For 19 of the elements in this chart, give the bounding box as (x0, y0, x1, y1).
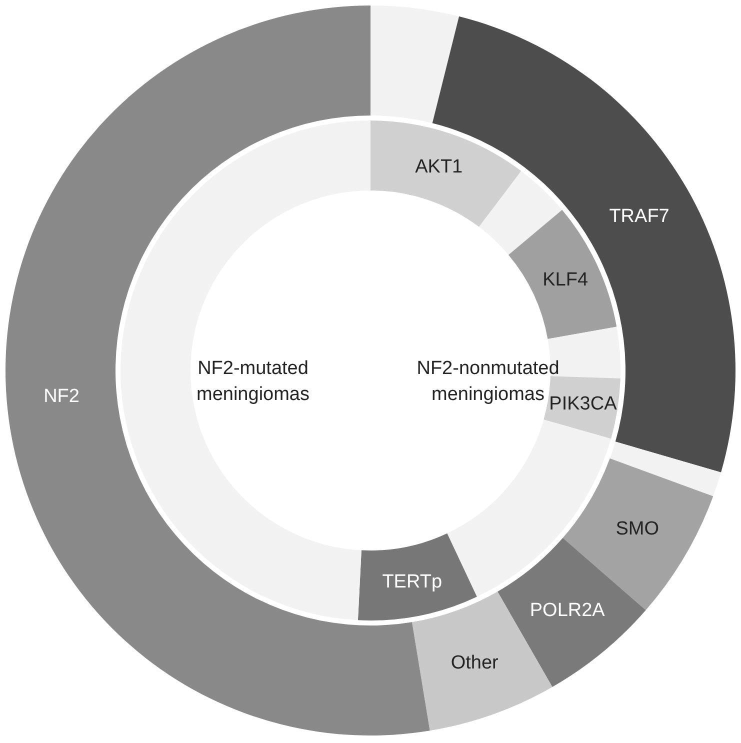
slice-label: KLF4 (542, 270, 588, 291)
slice-label: POLR2A (530, 600, 606, 621)
donut-slice (498, 538, 646, 687)
donut-slice (370, 120, 522, 227)
donut-slice (479, 171, 562, 255)
donut-slice (544, 376, 620, 439)
slice-label: SMO (616, 518, 659, 540)
donut-slice (610, 442, 722, 496)
donut-slice (358, 533, 477, 620)
slice-label: Other (450, 652, 500, 674)
slice-label: TRAF7 (609, 206, 670, 228)
donut-slice (447, 420, 612, 597)
slice-label: NF2 (44, 386, 80, 407)
slice-label: PIK3CA (549, 393, 618, 414)
slice-label: TERTp (382, 571, 442, 592)
donut-slice (120, 120, 370, 620)
slice-label: AKT1 (415, 156, 463, 178)
text: NF2-mutated meningiomas (196, 358, 310, 405)
donut-slice (370, 6, 460, 124)
